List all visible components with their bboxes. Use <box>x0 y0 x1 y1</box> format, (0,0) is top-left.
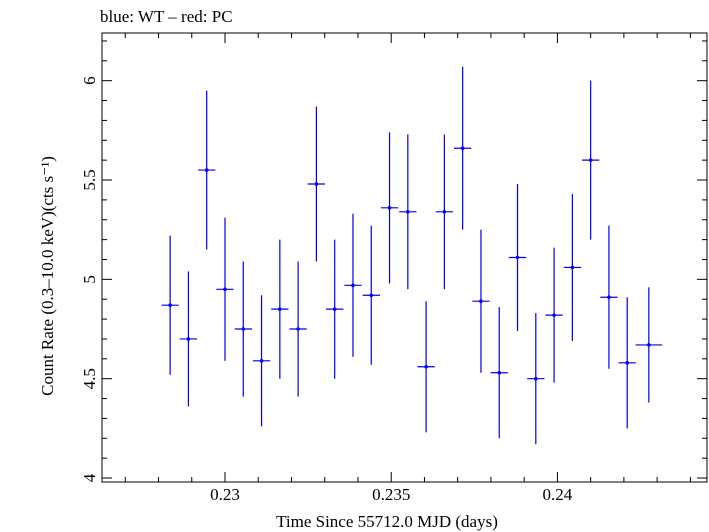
data-point <box>399 134 417 290</box>
data-point <box>600 225 618 369</box>
data-marker <box>332 307 337 311</box>
data-point <box>198 90 216 250</box>
data-point <box>326 239 344 379</box>
data-marker <box>351 283 355 288</box>
data-point <box>417 301 435 433</box>
chart-title: blue: WT – red: PC <box>100 7 233 26</box>
data-marker <box>534 376 538 381</box>
data-point <box>527 313 545 445</box>
data-marker <box>296 327 300 331</box>
x-axis: 0.23 0.235 0.24 <box>124 33 691 504</box>
data-series <box>161 66 663 445</box>
data-point <box>582 80 600 240</box>
data-point <box>289 261 307 397</box>
x-tick-label: 0.235 <box>372 485 410 504</box>
y-axis-label: Count Rate (0.3–10.0 keV)(cts s⁻¹) <box>38 156 57 396</box>
data-point <box>252 295 271 427</box>
data-point <box>545 247 563 383</box>
data-point <box>435 134 454 290</box>
data-marker <box>625 360 630 365</box>
data-point <box>179 271 198 407</box>
y-tick-label: 4 <box>80 473 99 482</box>
data-marker <box>369 293 374 298</box>
data-point <box>234 261 252 397</box>
data-point <box>490 307 508 439</box>
x-tick-label: 0.24 <box>543 485 573 504</box>
data-point <box>472 229 490 373</box>
data-point <box>454 66 472 230</box>
data-marker <box>186 337 191 341</box>
data-point <box>635 287 663 403</box>
data-marker <box>241 327 246 331</box>
x-tick-label: 0.23 <box>210 485 240 504</box>
plot-frame <box>101 32 708 483</box>
data-marker <box>552 313 556 317</box>
data-marker <box>515 255 520 260</box>
data-marker <box>497 370 502 375</box>
data-point <box>307 106 326 262</box>
y-tick-label: 4.5 <box>80 368 99 389</box>
data-marker <box>442 210 447 214</box>
data-marker <box>424 364 428 369</box>
data-point <box>216 217 234 361</box>
data-point <box>161 235 179 375</box>
data-marker <box>168 303 172 307</box>
y-axis: 4 4.5 5 5.5 6 <box>80 40 707 482</box>
y-tick-label: 5.5 <box>80 169 99 190</box>
data-marker <box>406 210 410 214</box>
data-point <box>344 213 362 357</box>
y-tick-label: 5 <box>80 275 99 284</box>
data-marker <box>387 206 392 210</box>
data-point <box>380 132 399 284</box>
data-marker <box>204 168 209 172</box>
data-marker <box>314 182 319 186</box>
data-point <box>508 183 527 332</box>
y-tick-label: 6 <box>80 76 99 85</box>
x-axis-label: Time Since 55712.0 MJD (days) <box>276 512 498 531</box>
data-marker <box>570 265 575 270</box>
data-marker <box>479 299 483 304</box>
data-marker <box>607 295 611 300</box>
data-point <box>563 193 582 341</box>
data-point <box>362 225 380 365</box>
data-marker <box>259 359 264 363</box>
data-point <box>618 297 636 429</box>
data-point <box>271 239 289 379</box>
data-marker <box>647 343 651 347</box>
data-marker <box>588 158 593 162</box>
data-marker <box>223 287 227 292</box>
data-marker <box>278 307 282 311</box>
data-marker <box>460 146 465 151</box>
